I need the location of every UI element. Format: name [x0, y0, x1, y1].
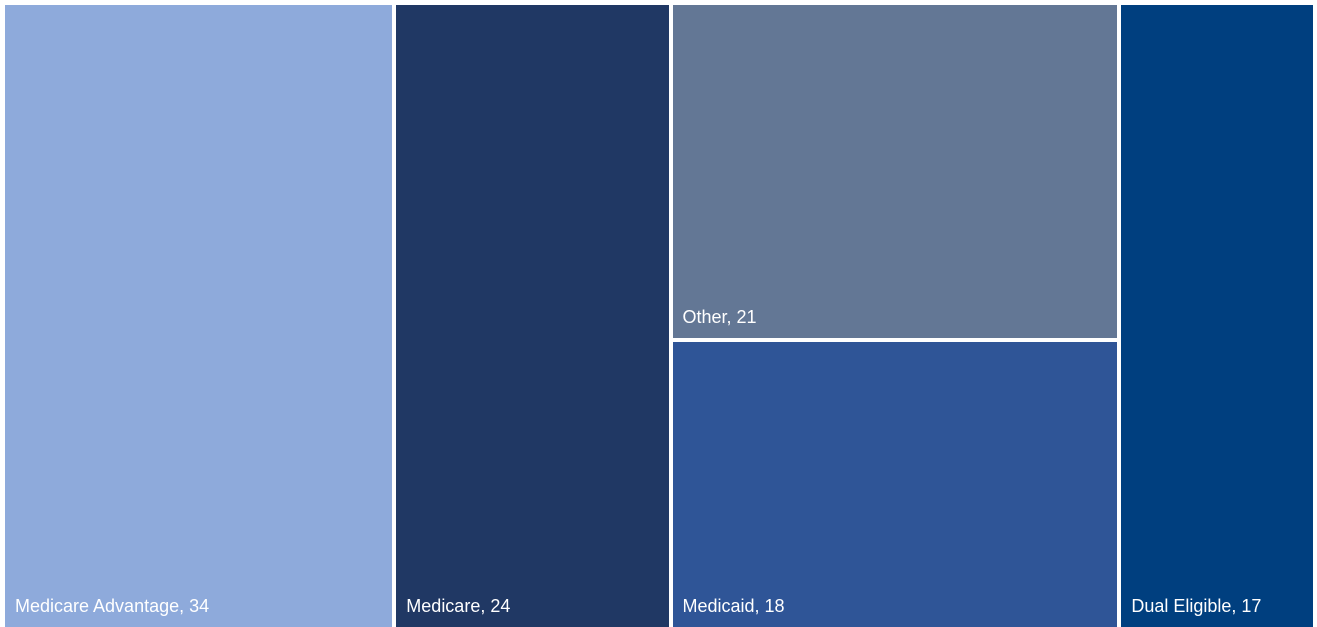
tile: Medicare Advantage, 34: [5, 5, 393, 627]
tile: Other, 21: [672, 5, 1118, 339]
tile-label: Medicare Advantage, 34: [15, 596, 210, 616]
tile-label: Medicare, 24: [406, 596, 511, 616]
tile: Medicare, 24: [396, 5, 669, 627]
tile-label: Other, 21: [682, 307, 757, 328]
tile-label: Medicaid, 18: [682, 595, 785, 616]
tile: Dual Eligible, 17: [1121, 5, 1313, 627]
tile: Medicaid, 18: [672, 342, 1118, 627]
tile-label: Dual Eligible, 17: [1131, 596, 1262, 616]
